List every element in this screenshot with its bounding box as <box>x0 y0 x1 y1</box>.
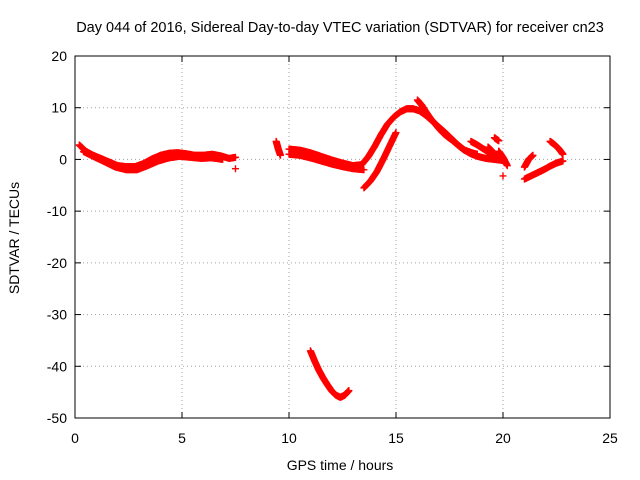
x-axis-label: GPS time / hours <box>287 457 394 473</box>
data-point <box>345 387 353 395</box>
data-point <box>503 162 511 170</box>
data-point <box>495 137 503 145</box>
y-tick-label: 0 <box>59 151 67 167</box>
y-tick-label: 20 <box>51 48 67 64</box>
data-point <box>529 151 537 159</box>
data-point <box>499 172 507 180</box>
data-point <box>232 153 239 161</box>
y-axis-label: SDTVAR / TECUs <box>6 182 22 294</box>
x-tick-label: 0 <box>71 430 79 446</box>
data-point <box>473 150 481 158</box>
x-tick-label: 5 <box>178 430 186 446</box>
grid <box>75 56 610 418</box>
data-point <box>232 165 239 173</box>
y-tick-label: -30 <box>47 307 67 323</box>
data-series <box>75 96 567 401</box>
y-tick-label: -10 <box>47 203 67 219</box>
x-tick-label: 15 <box>388 430 404 446</box>
chart-title: Day 044 of 2016, Sidereal Day-to-day VTE… <box>76 20 604 36</box>
y-tick-label: -50 <box>47 410 67 426</box>
data-point <box>392 129 400 137</box>
y-tick-label: -40 <box>47 358 67 374</box>
data-point <box>360 166 368 174</box>
y-tick-label: -20 <box>47 255 67 271</box>
data-point <box>219 155 227 163</box>
x-tick-label: 20 <box>495 430 511 446</box>
data-point <box>559 157 567 165</box>
x-tick-label: 10 <box>281 430 297 446</box>
y-tick-label: 10 <box>51 100 67 116</box>
data-point <box>488 147 496 155</box>
axis-ticks: 0 5 10 15 20 25 20 10 0 -10 -20 -30 -40 -50 <box>47 48 618 446</box>
data-point <box>559 150 567 158</box>
data-point <box>276 151 284 159</box>
plot-frame <box>74 55 611 419</box>
x-tick-label: 25 <box>602 430 618 446</box>
